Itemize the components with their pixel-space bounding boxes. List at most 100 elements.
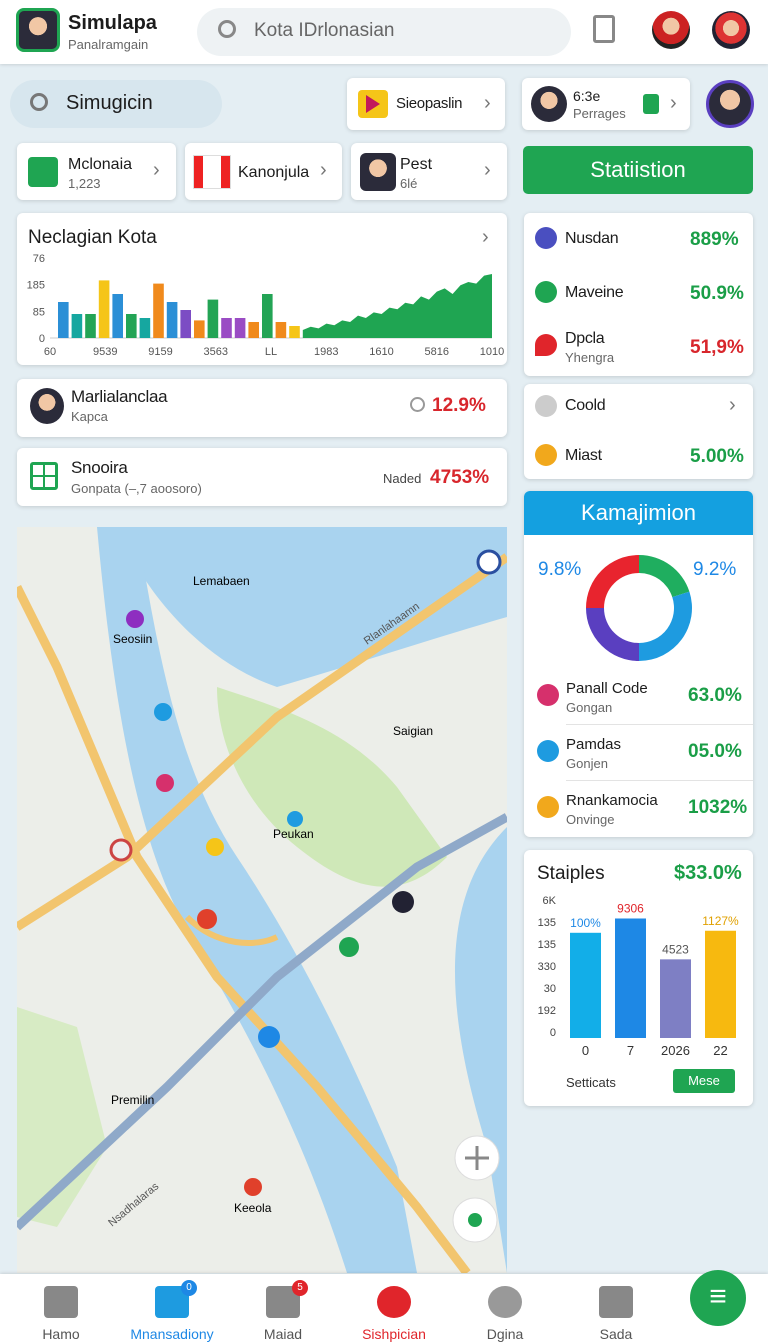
nav-badge: 5	[292, 1280, 308, 1296]
park	[17, 1007, 107, 1227]
bar	[85, 314, 96, 338]
bar-value-label: 9306	[617, 901, 644, 915]
info-card[interactable]	[17, 448, 507, 506]
nav-label[interactable]: Dgina	[486, 1326, 524, 1342]
map-pin[interactable]	[156, 774, 174, 792]
chevron: ›	[153, 159, 160, 181]
y-tick-label: 0	[550, 1027, 556, 1039]
quick-title: Mclonaia	[68, 156, 133, 173]
map-pin[interactable]	[197, 909, 217, 929]
nav-label[interactable]: Maiad	[263, 1326, 303, 1342]
chart-title: Neclagian Kota	[28, 227, 157, 248]
x-tick-label: 2026	[661, 1043, 690, 1058]
map-pin[interactable]	[126, 610, 144, 628]
stat-button[interactable]: Statiistion	[523, 146, 753, 194]
water	[97, 527, 507, 687]
stat-value: 51,9%	[690, 337, 744, 358]
x-tick-label: 9539	[93, 346, 117, 358]
item-icon	[537, 740, 559, 762]
quick-subtitle: 6lé	[400, 176, 418, 191]
item-name: Miast	[565, 447, 602, 464]
stat-icon	[535, 227, 557, 249]
map-pin[interactable]	[258, 1026, 280, 1048]
donut-segment	[639, 591, 692, 661]
nav-label[interactable]: Sada	[599, 1326, 633, 1342]
item-icon	[537, 684, 559, 706]
bar-button[interactable]: Mese	[673, 1069, 735, 1093]
avatar	[360, 153, 396, 191]
map-label: Keeola	[234, 1201, 272, 1215]
stat-name: Maveine	[565, 284, 624, 301]
avatar[interactable]	[652, 11, 690, 49]
search-bar[interactable]	[197, 8, 571, 56]
bar	[262, 294, 273, 338]
divider	[566, 780, 753, 781]
item-name: Pamdas	[566, 736, 622, 753]
map[interactable]: Lemabaen Seosiin Saigian Peukan Premilin…	[17, 527, 507, 1273]
x-tick-label: 1610	[369, 346, 393, 358]
stat-value: 889%	[690, 229, 739, 250]
logo[interactable]	[16, 8, 60, 52]
device-icon[interactable]	[593, 15, 615, 43]
info-subtitle: Gonpata (–,7 aoosoro)	[71, 481, 202, 496]
map-pin[interactable]	[244, 1178, 262, 1196]
donut-segment	[586, 608, 639, 661]
nav-icon[interactable]	[599, 1286, 633, 1318]
locate-icon	[468, 1213, 482, 1227]
x-tick-label: 3563	[204, 346, 228, 358]
nav-icon[interactable]	[377, 1286, 411, 1318]
map-pin[interactable]	[339, 937, 359, 957]
info-value: 12.9%	[432, 395, 486, 416]
map-label: Lemabaen	[193, 574, 250, 588]
bar	[275, 322, 287, 338]
fab[interactable]: ≡	[690, 1270, 746, 1326]
nav-label[interactable]: Mnansadiony	[130, 1326, 214, 1342]
donut-header: Kamajimion	[524, 491, 753, 535]
map-pin[interactable]	[109, 838, 133, 862]
bar	[570, 932, 601, 1038]
nav-label[interactable]: Hamo	[42, 1326, 80, 1342]
avatar[interactable]	[706, 80, 754, 128]
profile-title: 6:3e	[573, 88, 601, 104]
x-tick-label: 9159	[148, 346, 172, 358]
map-label: Peukan	[273, 827, 314, 841]
nav-badge: 0	[181, 1280, 197, 1296]
avatar[interactable]	[712, 11, 750, 49]
chevron: ›	[484, 92, 491, 114]
nav-label[interactable]: Sishpician	[362, 1326, 426, 1342]
map-pin[interactable]	[154, 703, 172, 721]
bar	[153, 283, 164, 338]
map-label: Premilin	[111, 1093, 154, 1107]
donut-right-label: 9.2%	[693, 559, 737, 580]
stat-name: Nusdan	[565, 230, 619, 247]
quick-title: Kanonjula	[238, 164, 310, 181]
bar	[98, 280, 110, 338]
y-tick-label: 192	[538, 1005, 556, 1017]
map-pin[interactable]	[392, 891, 414, 913]
nav-icon[interactable]	[488, 1286, 522, 1318]
donut-left-label: 9.8%	[538, 559, 582, 580]
map-label: Seosiin	[113, 632, 152, 646]
item-name: Rnankamocia	[566, 792, 658, 809]
y-tick-label: 85	[33, 306, 45, 318]
item-name[interactable]: Coold	[565, 397, 606, 414]
info-card[interactable]	[17, 379, 507, 437]
y-tick-label: 185	[27, 280, 45, 292]
donut-card	[524, 491, 753, 837]
map-pin[interactable]	[287, 811, 303, 827]
map-pin[interactable]	[206, 838, 224, 856]
y-tick-label: 30	[544, 983, 556, 995]
x-tick-label: 5816	[425, 346, 449, 358]
search-text: Kota IDrlonasian	[254, 20, 395, 41]
area	[302, 274, 492, 338]
x-tick-label: 1010	[480, 346, 504, 358]
item-name: Panall Code	[566, 680, 648, 697]
stat-list-card	[524, 213, 753, 376]
play-label: Sieopaslin	[396, 95, 463, 112]
clock-icon	[410, 397, 425, 412]
bar-headline: $33.0%	[674, 862, 742, 884]
nav-icon[interactable]	[44, 1286, 78, 1318]
map-pin[interactable]	[476, 549, 502, 575]
x-tick-label: LL	[265, 346, 277, 358]
